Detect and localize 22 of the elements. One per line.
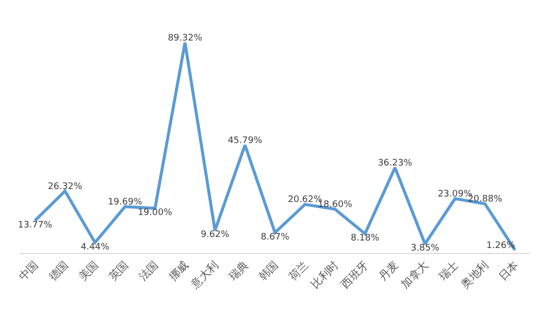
data-label: 4.44%	[80, 242, 110, 252]
x-tick-label: 瑞典	[226, 258, 252, 284]
x-tick-label: 美国	[76, 258, 102, 284]
data-label: 89.32%	[168, 33, 203, 44]
x-tick-label: 韩国	[256, 258, 282, 284]
data-label: 19.69%	[108, 197, 143, 208]
data-label: 8.67%	[260, 232, 290, 242]
data-label: 18.60%	[318, 200, 353, 210]
x-tick-label: 英国	[106, 258, 132, 284]
x-tick-label: 德国	[46, 258, 72, 284]
x-tick-label: 法国	[136, 258, 162, 284]
data-label: 20.88%	[468, 194, 503, 205]
x-tick-label: 中国	[16, 258, 42, 284]
data-label: 9.62%	[200, 230, 230, 240]
data-label: 36.23%	[378, 158, 413, 168]
data-label: 26.32%	[48, 182, 83, 192]
data-label: 3.85%	[410, 244, 440, 254]
x-tick-label: 日本	[496, 258, 522, 284]
data-label: 13.77%	[18, 220, 53, 230]
data-label: 45.79%	[228, 136, 263, 146]
data-label: 19.00%	[138, 208, 173, 218]
data-label: 8.18%	[350, 233, 380, 244]
